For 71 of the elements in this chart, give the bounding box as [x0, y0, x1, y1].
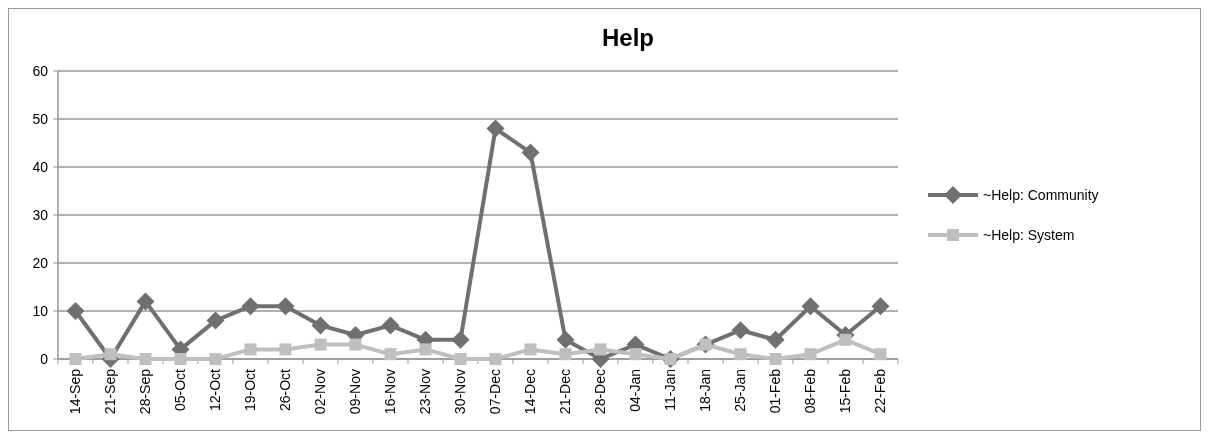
point [629, 348, 642, 361]
y-tick-label: 40 [32, 158, 49, 175]
x-tick-label: 28-Dec [592, 369, 609, 415]
point [174, 353, 187, 365]
x-tick-label: 21-Sep [102, 368, 119, 415]
point [594, 343, 607, 356]
x-tick-label: 08-Feb [802, 368, 819, 414]
x-tick-label: 02-Nov [312, 369, 329, 415]
x-tick-label: 30-Nov [452, 369, 469, 415]
y-tick-label: 10 [32, 302, 49, 319]
point [209, 353, 222, 365]
x-tick-label: 25-Jan [732, 369, 749, 412]
point [381, 316, 400, 335]
x-tick-label: 18-Jan [697, 369, 714, 412]
point [136, 292, 155, 311]
y-tick-label: 60 [32, 62, 49, 79]
point [279, 343, 292, 356]
x-tick-label: 21-Dec [557, 369, 574, 415]
y-tick-label: 0 [40, 350, 49, 367]
x-tick-label: 01-Feb [767, 368, 784, 414]
legend-label: ~Help: System [983, 226, 1075, 243]
chart-title: Help [601, 24, 655, 51]
point [556, 330, 575, 349]
x-tick-label: 14-Dec [522, 369, 539, 415]
point [384, 348, 397, 361]
x-tick-label: 26-Oct [277, 368, 294, 412]
y-tick-label: 20 [32, 254, 49, 271]
point [104, 348, 117, 361]
point [874, 348, 887, 361]
y-tick-label: 30 [32, 206, 49, 223]
x-tick-label: 23-Nov [417, 369, 434, 415]
point [871, 297, 890, 316]
point [521, 143, 540, 162]
y-tick-label: 50 [32, 110, 49, 127]
point [731, 321, 750, 340]
point [489, 353, 502, 365]
x-tick-label: 12-Oct [207, 368, 224, 412]
point [451, 330, 470, 349]
x-tick-label: 15-Feb [837, 368, 854, 414]
x-tick-label: 04-Jan [627, 369, 644, 412]
point [241, 297, 260, 316]
point [839, 333, 852, 346]
point [69, 353, 82, 365]
x-tick-label: 07-Dec [487, 369, 504, 415]
x-tick-label: 16-Nov [382, 369, 399, 415]
point [804, 348, 817, 361]
point [801, 297, 820, 316]
point [486, 119, 505, 138]
point [734, 348, 747, 361]
x-tick-label: 22-Feb [872, 368, 889, 414]
point [524, 343, 537, 356]
point [419, 343, 432, 356]
x-tick-label: 11-Jan [662, 369, 679, 411]
point [349, 338, 362, 351]
point [311, 316, 330, 335]
point [139, 353, 152, 365]
point [769, 353, 782, 365]
point [244, 343, 257, 356]
point [206, 311, 225, 330]
point [454, 353, 467, 365]
point [66, 302, 85, 320]
legend-label: ~Help: Community [983, 186, 1099, 203]
x-tick-label: 28-Sep [137, 368, 154, 415]
point [559, 348, 572, 361]
x-tick-label: 14-Sep [67, 368, 84, 415]
x-tick-label: 09-Nov [347, 369, 364, 415]
x-tick-label: 05-Oct [172, 368, 189, 412]
point [766, 330, 785, 349]
x-tick-label: 19-Oct [242, 368, 259, 412]
point [314, 338, 327, 351]
point [276, 297, 295, 316]
